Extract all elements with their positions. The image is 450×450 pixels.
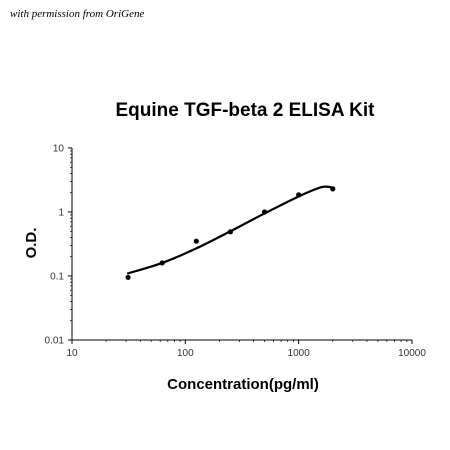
data-point (125, 274, 131, 281)
fit-curve-line (126, 185, 334, 275)
y-tick-label: 0.1 (50, 272, 64, 283)
data-point (296, 192, 302, 198)
x-tick-label: 10 (66, 348, 78, 359)
permission-watermark: with permission from OriGene (10, 8, 145, 20)
data-point (330, 186, 336, 192)
y-tick-label: 0.01 (45, 336, 65, 347)
x-tick-label: 1000 (288, 348, 311, 359)
y-axis-label: O.D. (23, 228, 40, 259)
data-point (261, 209, 268, 215)
plot-area: 10 100 1000 10000 0.01 0.1 1 10 (45, 144, 427, 360)
x-tick-label: 100 (177, 348, 194, 359)
data-point (159, 260, 165, 266)
x-axis-label: Concentration(pg/ml) (167, 376, 319, 393)
y-tick-label: 1 (58, 208, 64, 219)
data-point (193, 238, 199, 244)
x-tick-label: 10000 (398, 348, 426, 359)
chart-title: Equine TGF-beta 2 ELISA Kit (116, 100, 376, 121)
y-tick-label: 10 (53, 144, 65, 155)
data-point (227, 229, 234, 235)
